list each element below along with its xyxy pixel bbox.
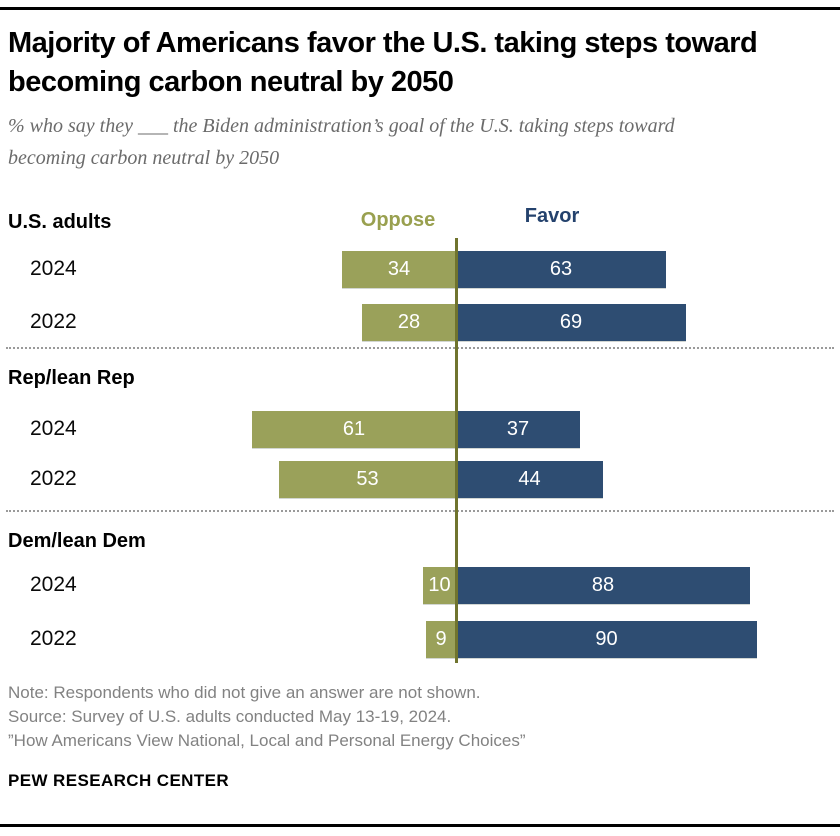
group-label: Rep/lean Rep (8, 367, 135, 389)
legend-label-oppose: Oppose (360, 209, 436, 231)
favor-value: 37 (506, 418, 530, 440)
year-label: 2022 (30, 310, 77, 333)
legend-label-favor: Favor (524, 205, 580, 227)
oppose-bar: 9 (426, 621, 456, 658)
favor-value: 90 (595, 628, 618, 650)
brand-wordmark: PEW RESEARCH CENTER (8, 771, 230, 790)
favor-value: 63 (549, 258, 573, 280)
oppose-value: 53 (356, 468, 379, 490)
oppose-bar: 28 (362, 304, 456, 341)
favor-bar: 88 (456, 567, 750, 604)
favor-bar: 63 (456, 251, 666, 288)
chart-subtitle: % who say they ___ the Biden administrat… (8, 115, 675, 169)
favor-bar: 69 (456, 304, 686, 341)
oppose-value: 61 (342, 418, 366, 440)
chart-title: Majority of Americans favor the U.S. tak… (8, 27, 758, 98)
year-label: 2024 (30, 573, 77, 596)
year-label: 2024 (30, 257, 77, 280)
oppose-value: 28 (397, 311, 421, 333)
footnote-source: Source: Survey of U.S. adults conducted … (8, 707, 452, 726)
oppose-bar: 61 (252, 411, 456, 448)
oppose-value: 9 (435, 628, 447, 650)
group-label: U.S. adults (8, 211, 112, 233)
footnote-report: ”How Americans View National, Local and … (8, 731, 526, 750)
year-label: 2022 (30, 467, 77, 490)
section-separator (6, 347, 834, 349)
zero-axis-line (455, 238, 458, 663)
oppose-bar: 34 (342, 251, 456, 288)
favor-value: 44 (518, 468, 541, 490)
oppose-value: 10 (428, 574, 451, 596)
bottom-rule (0, 824, 840, 827)
oppose-bar: 53 (279, 461, 456, 498)
section-separator (6, 510, 834, 512)
footnote-note: Note: Respondents who did not give an an… (8, 683, 481, 702)
top-rule (0, 7, 840, 10)
favor-bar: 44 (456, 461, 603, 498)
year-label: 2024 (30, 417, 77, 440)
favor-value: 69 (559, 311, 583, 333)
favor-value: 88 (591, 574, 615, 596)
oppose-bar: 10 (423, 567, 456, 604)
favor-bar: 90 (456, 621, 757, 658)
oppose-value: 34 (387, 258, 411, 280)
year-label: 2022 (30, 627, 77, 650)
favor-bar: 37 (456, 411, 580, 448)
group-label: Dem/lean Dem (8, 530, 146, 552)
